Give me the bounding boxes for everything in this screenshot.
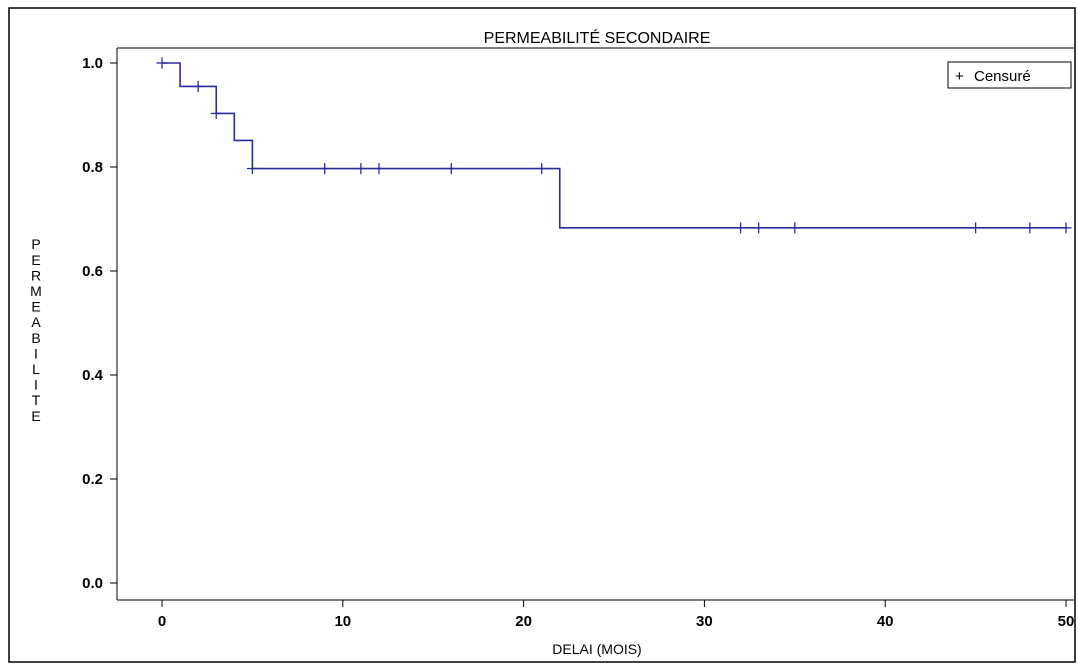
y-label-letter: P (31, 236, 40, 252)
y-label-letter: L (32, 361, 40, 377)
y-tick-label: 1.0 (82, 55, 103, 72)
censor-mark (1024, 222, 1036, 234)
censor-mark (445, 163, 457, 175)
y-tick-label: 0.2 (82, 471, 103, 488)
x-tick-label: 40 (877, 613, 894, 630)
y-label-letter: R (31, 267, 41, 283)
y-label-letter: I (34, 377, 38, 393)
y-tick-label: 0.0 (82, 575, 103, 592)
censor-mark (753, 222, 765, 234)
x-tick-label: 20 (515, 613, 532, 630)
y-tick-label: 0.6 (82, 263, 103, 280)
censor-mark (319, 163, 331, 175)
legend-label: Censuré (974, 68, 1031, 85)
censor-mark (536, 163, 548, 175)
y-tick-label: 0.4 (82, 367, 104, 384)
censor-mark (970, 222, 982, 234)
legend-censor-symbol: + (955, 68, 964, 85)
x-tick-label: 10 (334, 613, 351, 630)
x-axis-label: DELAI (MOIS) (552, 641, 641, 657)
legend-box (947, 61, 1072, 89)
series-layer (156, 57, 1072, 234)
censor-mark (789, 222, 801, 234)
axes: 0 10 20 30 40 50 0.0 0.2 0.4 0.6 0.8 1.0 (82, 47, 1075, 630)
censor-mark (355, 163, 367, 175)
y-label-letter: T (32, 392, 41, 408)
censor-mark (1060, 222, 1072, 234)
y-label-letter: E (31, 252, 40, 268)
censor-mark (210, 107, 222, 119)
censor-mark (192, 80, 204, 92)
legend: + Censuré (947, 61, 1072, 89)
y-label-letter: M (30, 283, 42, 299)
x-tick-label: 0 (158, 613, 166, 630)
censor-mark (373, 163, 385, 175)
survival-step-line (162, 62, 1066, 229)
censor-mark (246, 163, 258, 175)
outer-frame (8, 7, 1076, 663)
y-label-letter: E (31, 408, 40, 424)
y-tick-label: 0.8 (82, 159, 103, 176)
y-label-letter: I (34, 345, 38, 361)
x-tick-label: 30 (696, 613, 713, 630)
y-label-letter: B (31, 330, 40, 346)
y-label-letter: A (31, 314, 41, 330)
y-label-letter: E (31, 299, 40, 315)
x-tick-label: 50 (1058, 613, 1075, 630)
censor-mark (735, 222, 747, 234)
chart-title: PERMEABILITÉ SECONDAIRE (484, 28, 711, 47)
censor-mark (156, 57, 168, 69)
